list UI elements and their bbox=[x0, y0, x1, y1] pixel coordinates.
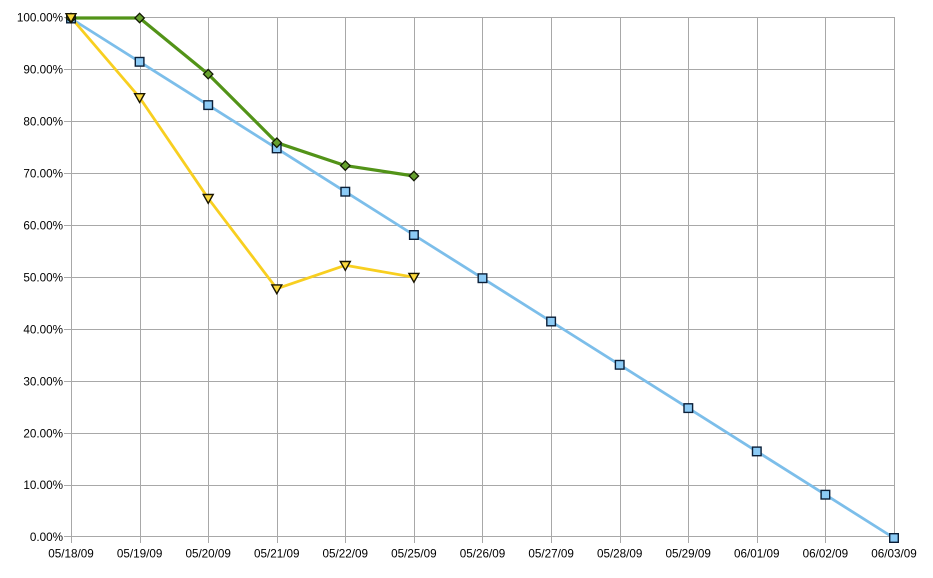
svg-text:05/20/09: 05/20/09 bbox=[185, 548, 231, 561]
svg-text:05/22/09: 05/22/09 bbox=[323, 548, 369, 561]
svg-text:05/26/09: 05/26/09 bbox=[460, 548, 506, 561]
svg-text:05/27/09: 05/27/09 bbox=[528, 548, 574, 561]
svg-text:10.00%: 10.00% bbox=[23, 479, 63, 492]
svg-text:06/01/09: 06/01/09 bbox=[734, 548, 780, 561]
svg-text:20.00%: 20.00% bbox=[23, 427, 63, 440]
svg-text:05/19/09: 05/19/09 bbox=[117, 548, 163, 561]
svg-text:05/21/09: 05/21/09 bbox=[254, 548, 300, 561]
svg-text:06/02/09: 06/02/09 bbox=[803, 548, 849, 561]
svg-text:05/29/09: 05/29/09 bbox=[665, 548, 711, 561]
svg-text:40.00%: 40.00% bbox=[23, 323, 63, 336]
svg-text:05/25/09: 05/25/09 bbox=[391, 548, 437, 561]
svg-text:05/18/09: 05/18/09 bbox=[48, 548, 94, 561]
svg-text:100.00%: 100.00% bbox=[17, 12, 63, 25]
svg-text:70.00%: 70.00% bbox=[23, 168, 63, 181]
svg-text:80.00%: 80.00% bbox=[23, 116, 63, 129]
svg-text:06/03/09: 06/03/09 bbox=[871, 548, 917, 561]
svg-text:90.00%: 90.00% bbox=[23, 64, 63, 77]
svg-text:50.00%: 50.00% bbox=[23, 271, 63, 284]
svg-text:05/28/09: 05/28/09 bbox=[597, 548, 643, 561]
svg-text:0.00%: 0.00% bbox=[30, 531, 63, 544]
svg-text:30.00%: 30.00% bbox=[23, 375, 63, 388]
svg-text:60.00%: 60.00% bbox=[23, 220, 63, 233]
